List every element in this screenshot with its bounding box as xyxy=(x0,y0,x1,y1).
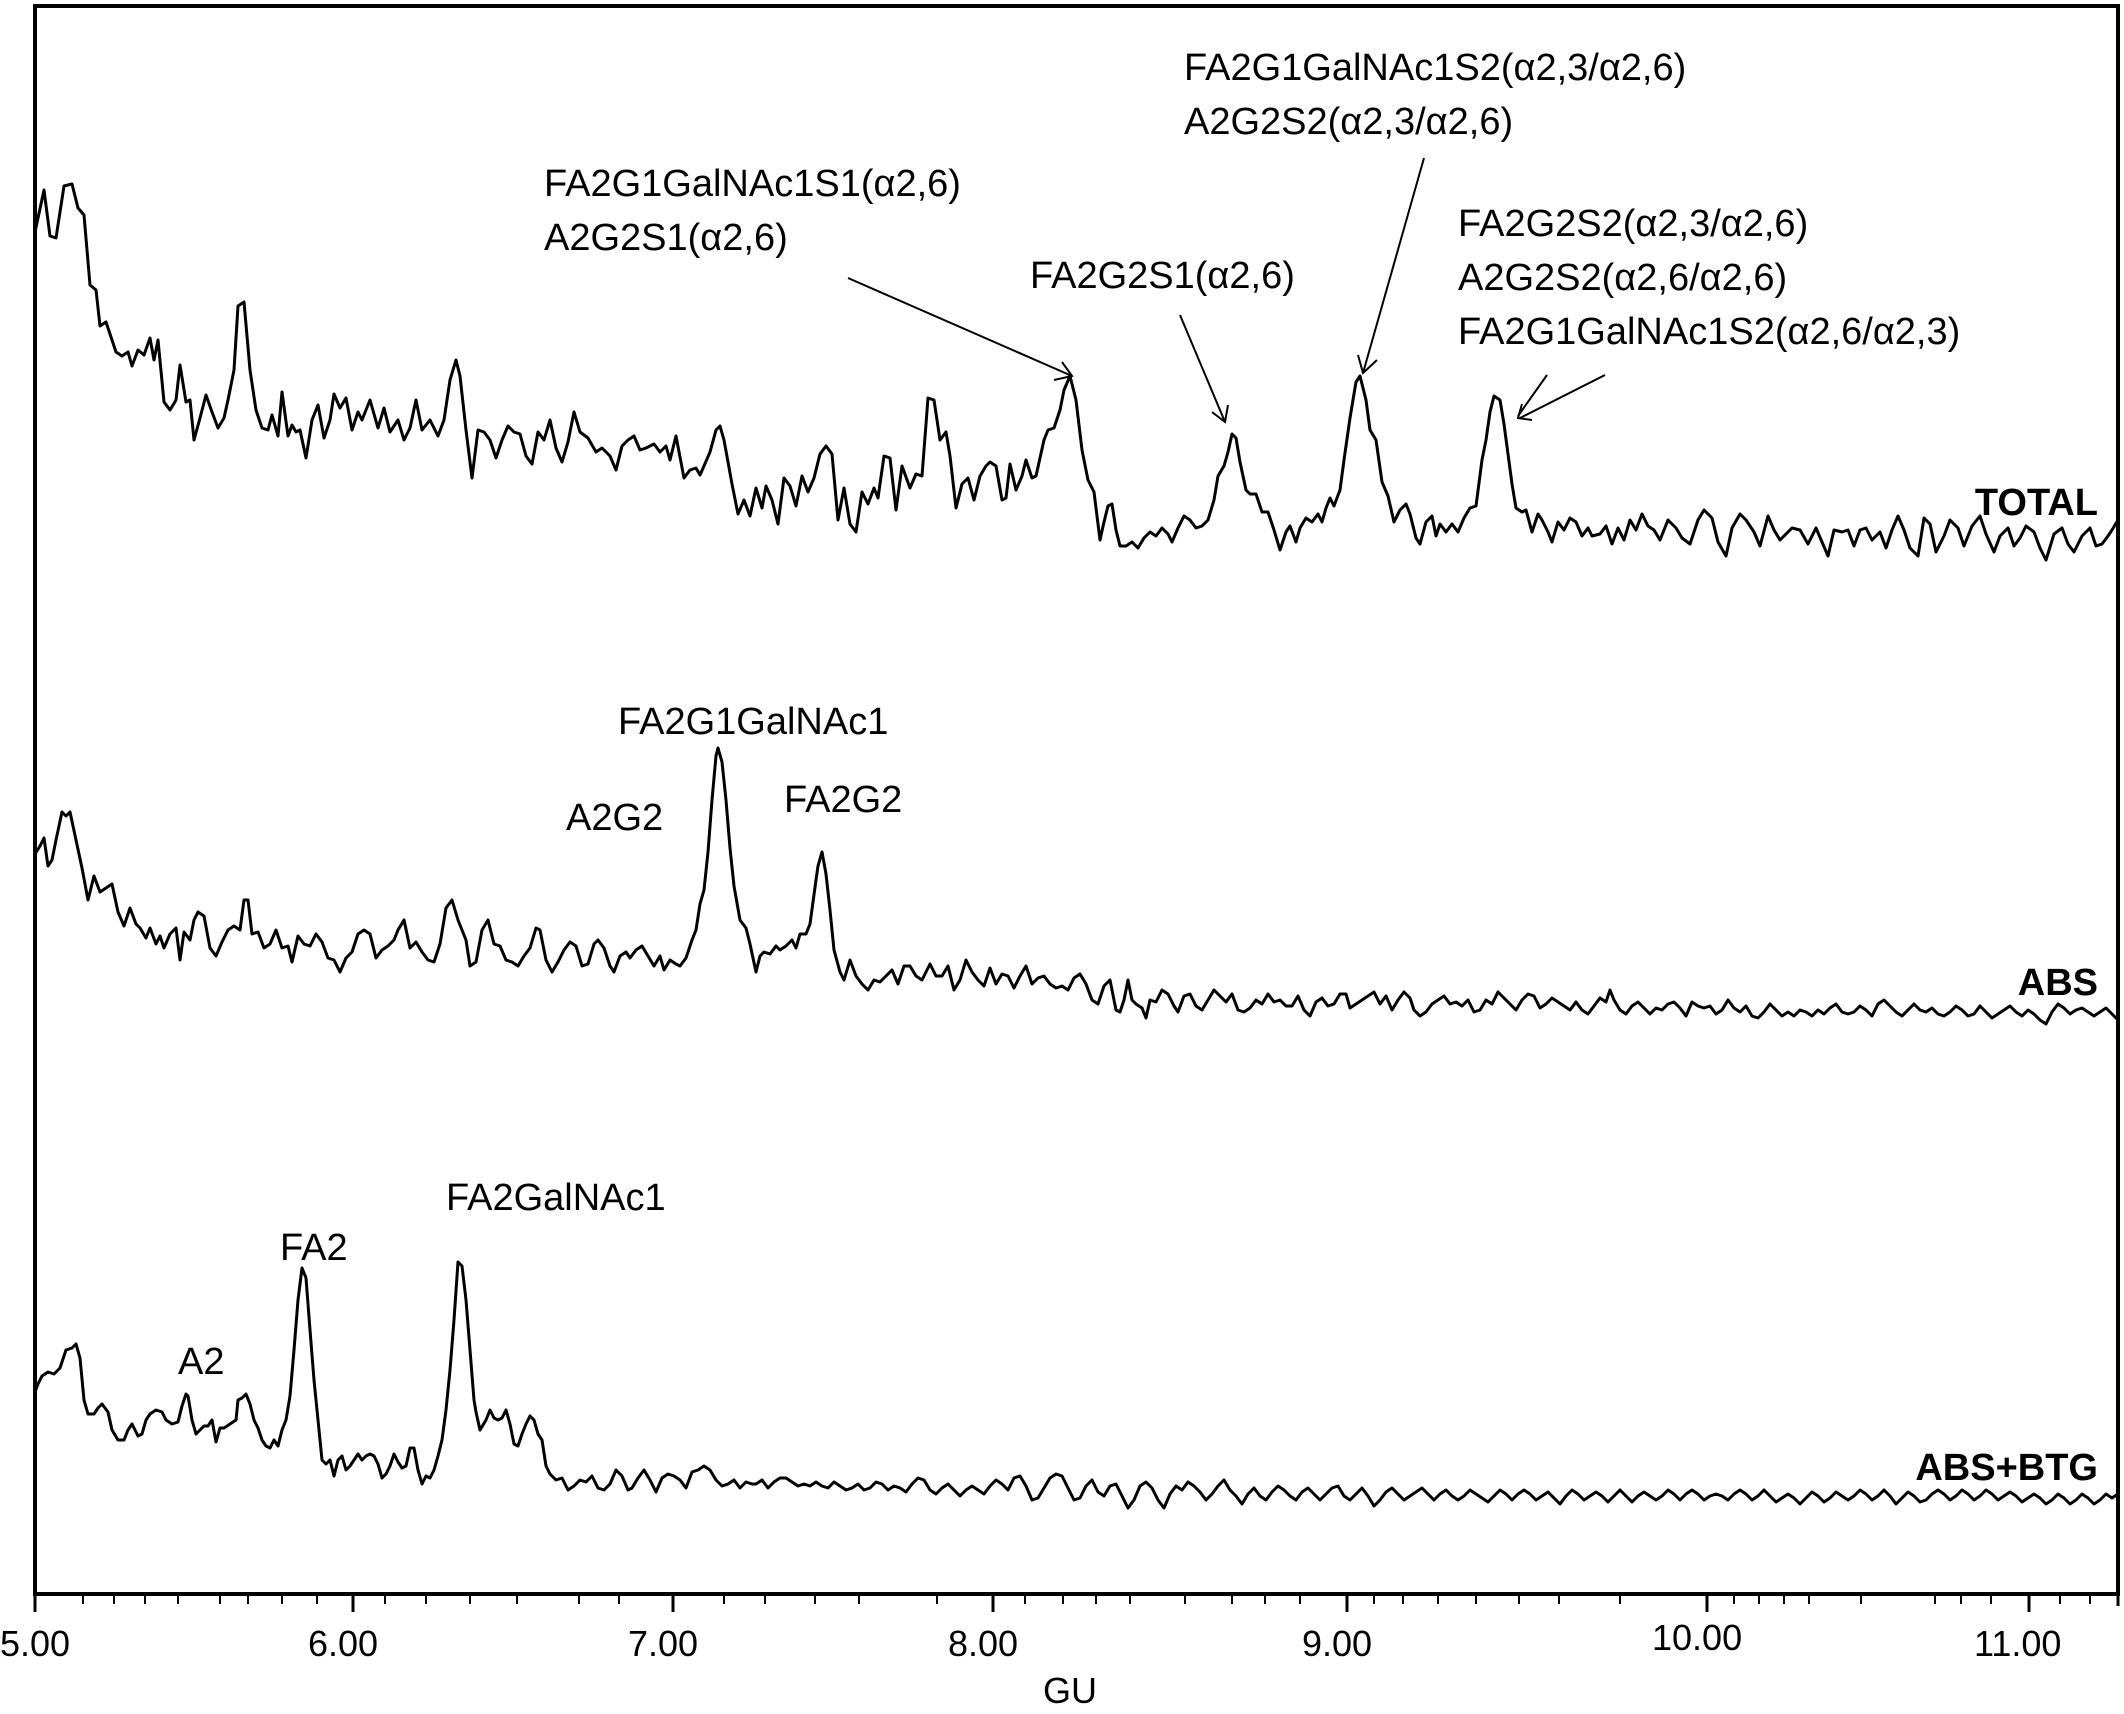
trace-abs-btg xyxy=(33,1260,2119,1510)
x-axis-major-ticks xyxy=(33,1594,2120,1612)
x-axis-title: GU xyxy=(1043,1670,1097,1711)
annotation-total-d-line2: A2G2S2(α2,6/α2,6) xyxy=(1458,257,1787,299)
tick-label-9: 9.00 xyxy=(1302,1623,1372,1664)
annotation-abs-fa2g2: FA2G2 xyxy=(784,779,902,821)
annotation-total-b: FA2G2S1(α2,6) xyxy=(1030,255,1295,297)
tick-label-8: 8.00 xyxy=(948,1623,1018,1664)
trace-label-total: TOTAL xyxy=(1975,482,2098,524)
x-axis-minor-ticks xyxy=(82,1594,2091,1604)
annotation-btg-fa2: FA2 xyxy=(280,1227,348,1269)
trace-label-abs: ABS xyxy=(2018,962,2098,1004)
tick-label-7: 7.00 xyxy=(628,1623,698,1664)
annotation-total-d-line3: FA2G1GalNAc1S2(α2,6/α2,3) xyxy=(1458,311,1960,353)
x-axis-tick-labels: 5.00 6.00 7.00 8.00 9.00 10.00 11.00 xyxy=(0,1617,2061,1664)
annotation-total-a-line1: FA2G1GalNAc1S1(α2,6) xyxy=(544,163,961,205)
trace-label-abs-btg: ABS+BTG xyxy=(1915,1447,2098,1489)
tick-label-11: 11.00 xyxy=(1974,1623,2061,1664)
tick-label-5: 5.00 xyxy=(0,1623,70,1664)
annotation-total-c-line1: FA2G1GalNAc1S2(α2,3/α2,6) xyxy=(1184,47,1686,89)
annotation-total-a-line2: A2G2S1(α2,6) xyxy=(544,217,788,259)
tick-label-6: 6.00 xyxy=(308,1623,378,1664)
tick-label-10: 10.00 xyxy=(1652,1617,1742,1658)
plot-frame xyxy=(33,4,2120,1596)
annotation-btg-a2: A2 xyxy=(178,1341,224,1383)
trace-abs xyxy=(33,746,2120,1026)
annotation-btg-fa2galnac1: FA2GalNAc1 xyxy=(446,1177,666,1219)
annotation-total-d-line1: FA2G2S2(α2,3/α2,6) xyxy=(1458,203,1808,245)
annotation-total-c-line2: A2G2S2(α2,3/α2,6) xyxy=(1184,101,1513,143)
annotation-abs-fa2g1galnac1: FA2G1GalNAc1 xyxy=(618,701,888,743)
annotation-arrows xyxy=(847,157,1606,424)
annotation-abs-a2g2: A2G2 xyxy=(566,797,663,839)
